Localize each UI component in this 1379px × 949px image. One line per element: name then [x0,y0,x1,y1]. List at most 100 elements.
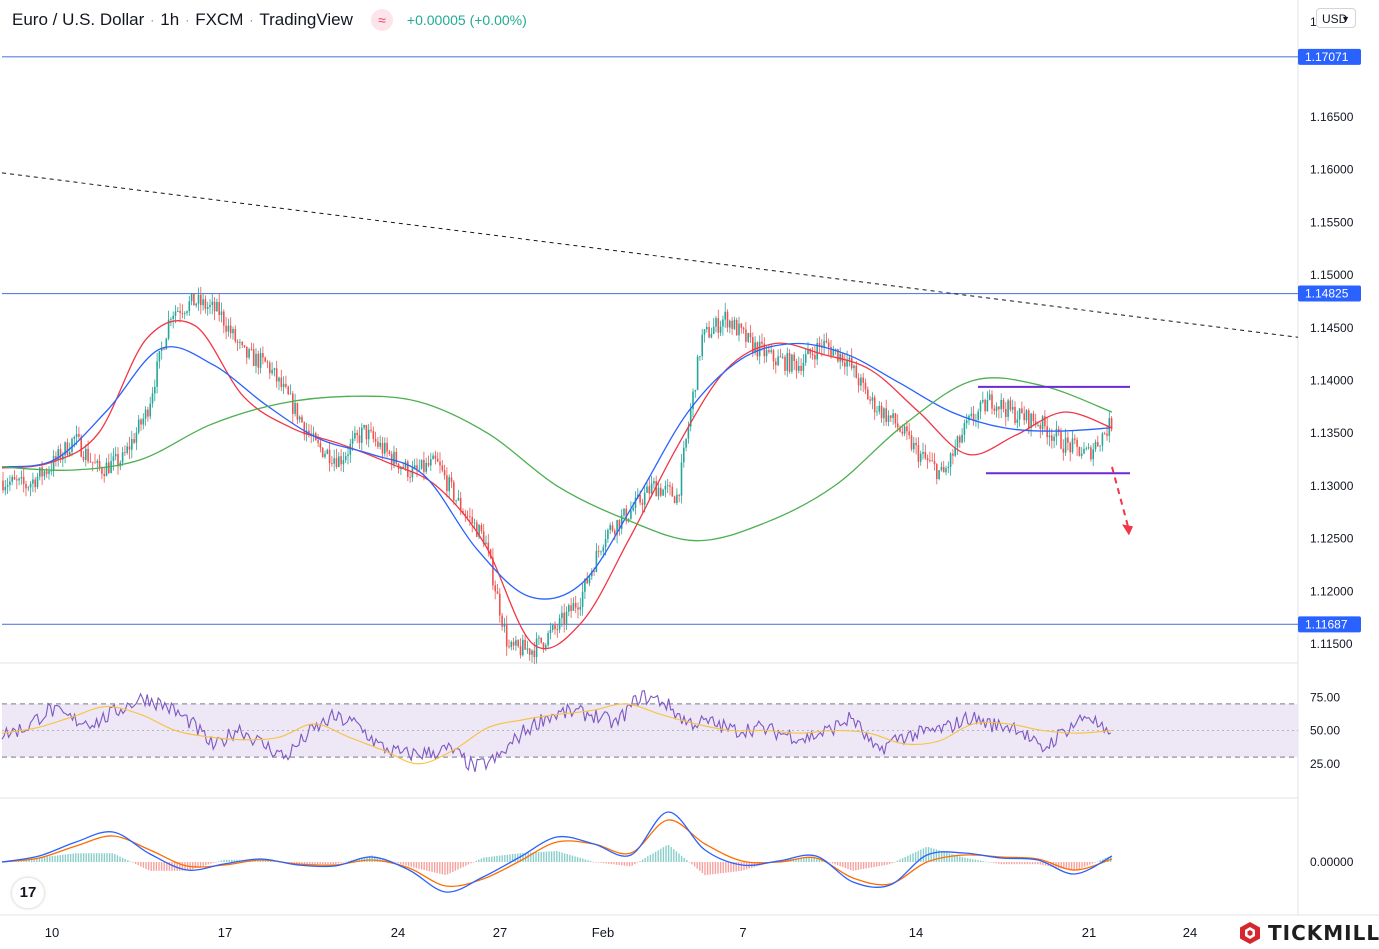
macd-histogram-bar [1018,862,1021,865]
price-pane[interactable] [1,56,1299,664]
candle-body [503,624,506,627]
candle-body [87,448,89,462]
macd-histogram-bar [608,862,610,864]
level-price-tag [1298,285,1361,302]
candle-body [213,301,216,312]
chevron-down-icon: ▼ [1341,14,1350,24]
candle-body [246,346,248,358]
candle-body [1097,441,1099,447]
candle-body [471,517,473,524]
macd-histogram-bar [925,847,927,862]
candle-body [577,607,579,610]
waves-icon[interactable]: ≈ [370,9,393,31]
macd-histogram-bar [992,862,995,863]
macd-histogram-bar [397,862,399,864]
horizontal-levels[interactable] [2,56,1298,625]
candle-body [841,354,844,363]
macd-histogram-bar [670,847,672,862]
interval-label[interactable]: 1h [160,10,180,29]
macd-histogram-bar [522,853,524,862]
macd-histogram-bar [1050,862,1052,867]
candle-body [733,320,736,329]
macd-histogram-bar [613,862,615,865]
candle-body [71,438,73,453]
time-tick-label: 24 [1183,925,1197,940]
time-axis[interactable]: 10 17 24 27 Feb 7 14 21 24 [45,925,1197,940]
macd-histogram-bar [662,847,665,862]
candle-body [1110,418,1113,430]
currency-select[interactable]: USD ▼ [1316,8,1356,28]
macd-histogram-bar [987,861,990,863]
tv-logo-text: 17 [19,884,37,901]
macd-histogram-bar [1063,862,1065,869]
macd-histogram-bar [478,859,480,862]
candle-body [687,426,690,439]
candle-body [29,483,32,488]
macd-histogram-bar [1096,861,1099,862]
candle-body [204,299,207,309]
macd-histogram-bar [88,853,90,862]
tickmill-logo-icon [1240,922,1260,944]
price-tick-label: 1.13000 [1310,479,1354,493]
candle-body [616,520,618,535]
macd-histogram-bar [553,851,555,862]
projection-arrow[interactable] [1111,466,1133,536]
candle-body [1048,435,1051,438]
macd-pane[interactable] [1,811,1113,893]
candle-body [407,461,409,477]
macd-histogram-bar [345,861,347,863]
macd-histogram-bar [1089,862,1091,865]
candle-body [558,618,561,630]
macd-histogram-bar [272,861,275,862]
macd-histogram-bar [725,862,727,873]
candle-body [455,500,457,502]
candle-body [818,343,821,346]
candle-body [724,311,726,320]
candle-body [632,507,634,511]
macd-histogram-bar [228,859,230,862]
macd-histogram-bar [439,862,441,874]
macd-histogram-bar [891,862,893,864]
macd-histogram-bar [623,862,626,866]
price-tick-label: 1.11500 [1310,637,1353,651]
price-tick-label: 1.12000 [1310,584,1354,598]
candle-body [620,515,623,529]
macd-histogram-bar [639,861,641,862]
candle-body [34,479,36,488]
trendline-dashed[interactable] [1,172,1299,338]
macd-histogram-bar [579,857,581,862]
arrow-head [1122,524,1133,536]
candle-body [453,482,455,501]
candle-body [64,442,66,456]
macd-histogram-bar [376,857,379,862]
macd-tick-label: 0.00000 [1310,855,1354,869]
candle-body [1106,433,1108,436]
price-axis[interactable]: 1.11500 1.12000 1.12500 1.13000 1.13500 1.140… [1298,15,1361,869]
candle-body [393,451,395,465]
tradingview-logo-icon[interactable]: 17 [12,878,44,908]
macd-histogram-bar [839,862,841,867]
candle-body [563,612,565,624]
time-tick-label: 27 [493,925,507,940]
symbol-name[interactable]: Euro / U.S. Dollar [12,10,145,29]
candle-body [409,476,411,478]
rsi-pane[interactable] [1,690,1298,773]
candle-body [1090,447,1092,460]
candle-body [650,483,653,494]
candle-body [370,429,372,431]
candle-body [752,337,754,353]
range-channel[interactable] [978,385,1130,475]
candle-body [321,447,324,458]
candle-body [384,442,386,454]
macd-histogram-bar [558,851,561,862]
candle-body [1014,406,1016,423]
macd-histogram-bar [337,862,340,864]
macd-histogram-bar [1099,860,1101,862]
candle-body [1074,438,1076,440]
macd-histogram-bar [917,850,919,862]
macd-histogram-bar [530,852,532,862]
candle-body [653,480,655,484]
macd-histogram-bar [394,862,397,863]
candle-body [807,348,809,355]
